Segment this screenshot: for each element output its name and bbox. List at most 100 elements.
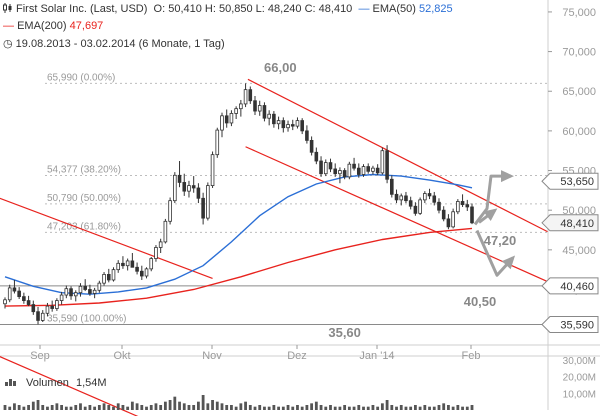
- candles: [3, 83, 474, 325]
- trendline: [247, 78, 548, 233]
- volume-bar: [319, 405, 323, 410]
- volume-bar: [192, 405, 196, 410]
- price-badge: 53,650: [541, 172, 599, 190]
- volume-bar: [461, 406, 464, 410]
- header-line-1: First Solar Inc. (Last, USD) O: 50,410 H…: [3, 3, 453, 15]
- price-badge-box: [541, 315, 599, 333]
- y-tick-label: 75,000: [562, 7, 596, 19]
- ema200-value: 47,697: [69, 20, 104, 32]
- candle-body: [88, 289, 92, 294]
- volume-bar: [465, 406, 469, 410]
- volume-bar: [168, 400, 172, 410]
- volume-bar: [3, 405, 7, 410]
- candle-body: [168, 200, 172, 222]
- volume-bar: [22, 406, 26, 410]
- x-tick-label: Nov: [202, 350, 222, 362]
- candle-body: [352, 163, 356, 169]
- candle-body: [31, 304, 36, 313]
- candle-body: [215, 129, 220, 156]
- candle-body: [465, 204, 470, 208]
- candle-body: [342, 170, 347, 178]
- ohlc-values: O: 50,410 H: 50,850 L: 48,240 C: 48,410: [153, 3, 353, 15]
- volume-bar: [60, 405, 64, 410]
- volume-bar: [404, 406, 408, 410]
- candle-body: [125, 260, 130, 267]
- volume-bar: [437, 405, 441, 410]
- volume-bar: [428, 406, 431, 410]
- volume-bar: [79, 403, 82, 410]
- volume-bar: [371, 405, 375, 410]
- candle-body: [432, 195, 437, 203]
- volume-bar: [234, 406, 238, 410]
- candle-body: [427, 193, 432, 197]
- candle-body: [45, 305, 50, 314]
- volume-bar: [291, 406, 295, 410]
- candle-body: [408, 200, 413, 207]
- volume-bar: [338, 406, 342, 410]
- volume-value: 1,54M: [76, 377, 107, 389]
- candle-body: [404, 195, 408, 202]
- volume-bar: [225, 405, 229, 410]
- candle-body: [173, 174, 177, 202]
- candle-body: [328, 162, 333, 170]
- fib-level-label: 50,790 (50.00%): [47, 193, 121, 204]
- candle-body: [456, 201, 460, 213]
- volume-bar: [201, 395, 205, 410]
- volume-bar: [272, 405, 276, 410]
- arrow-breakout: [473, 174, 511, 226]
- y-tick-label: 60,000: [562, 126, 596, 138]
- candle-body: [375, 167, 380, 174]
- candle-body: [356, 167, 361, 175]
- volume-bar: [211, 400, 214, 410]
- volume-bar: [135, 403, 139, 410]
- volume-bar: [126, 406, 130, 410]
- volume-bar: [286, 405, 290, 410]
- volume-bar: [244, 401, 247, 410]
- candle-body: [7, 287, 12, 301]
- candle-body: [50, 305, 54, 309]
- annotations: 66,00 47,20 40,50 35,60: [264, 60, 516, 340]
- volume-bar: [182, 403, 186, 410]
- volume-bar: [357, 405, 361, 410]
- volume-bar: [281, 406, 285, 410]
- candle-body: [338, 170, 342, 175]
- ema50-line: [4, 173, 473, 295]
- volume-panel: 30,00M 20,00M 10,00M Volumen 1,54M: [3, 356, 596, 410]
- candle-body: [234, 108, 238, 114]
- volume-label: Volumen: [26, 377, 69, 389]
- candle-body: [361, 166, 366, 175]
- candle-body: [163, 220, 168, 243]
- candle-body: [319, 160, 323, 175]
- ema50-label: EMA(50): [372, 3, 416, 15]
- candle-body: [92, 289, 97, 294]
- candle-body: [97, 282, 102, 291]
- volume-bar: [187, 405, 191, 410]
- volume-bar: [116, 403, 120, 410]
- volume-bar: [447, 405, 450, 410]
- volume-icon-bar: [9, 379, 12, 386]
- candle-body: [177, 174, 182, 183]
- price-badge-box: [541, 214, 599, 232]
- candle-body: [366, 166, 371, 172]
- volume-bar: [314, 401, 318, 410]
- volume-bar: [329, 405, 332, 410]
- candle-body: [102, 274, 106, 284]
- candle-body: [121, 262, 125, 267]
- volume-bar: [267, 406, 271, 410]
- instrument-name: First Solar Inc. (Last, USD): [16, 3, 148, 15]
- volume-bar: [248, 405, 252, 410]
- volume-bar: [107, 405, 111, 410]
- volume-bar: [310, 403, 314, 410]
- candle-body: [281, 120, 286, 129]
- ema50-legend-swatch: —: [358, 3, 370, 15]
- volume-bar: [343, 405, 347, 410]
- candle-body: [83, 285, 87, 290]
- volume-bar: [145, 406, 148, 410]
- header-line-2: — EMA(200) 47,697: [3, 20, 103, 32]
- volume-bar: [140, 405, 144, 410]
- candle-body: [390, 178, 394, 195]
- candle-body: [154, 247, 158, 259]
- annotation-label: 40,50: [464, 294, 497, 309]
- candle-body: [267, 113, 271, 119]
